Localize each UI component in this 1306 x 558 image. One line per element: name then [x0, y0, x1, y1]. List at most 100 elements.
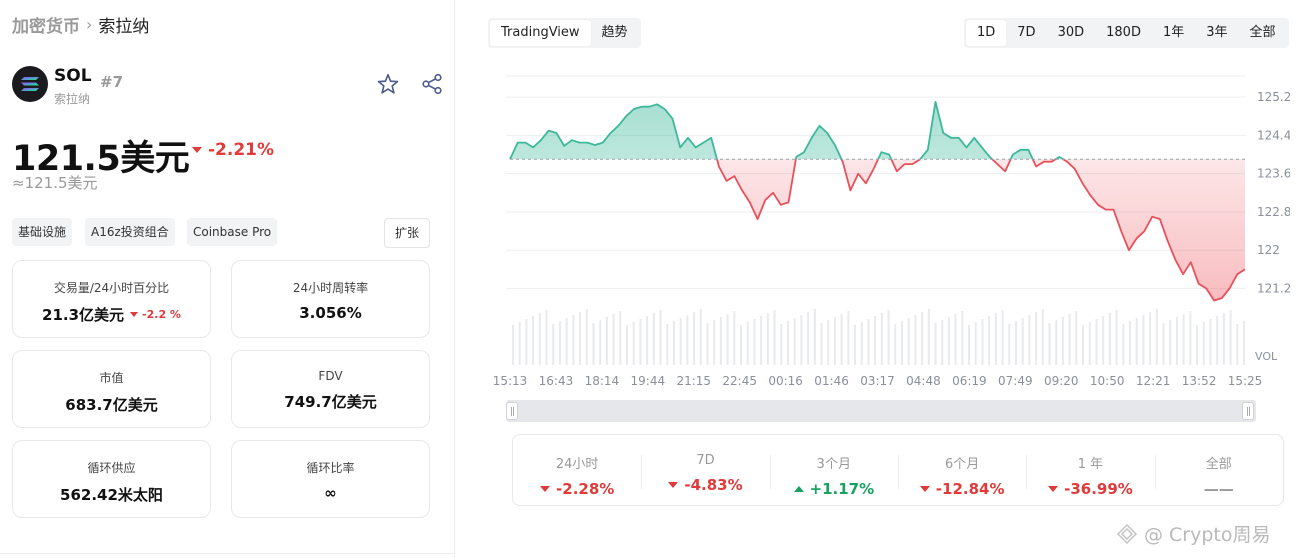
perf-label: 7D [696, 453, 715, 468]
range-tab-1y[interactable]: 1年 [1162, 25, 1185, 40]
price-chart[interactable]: 125.2 124.4 123.6 122.8 122 121.2 VOL 15:13 16:4… [490, 60, 1290, 400]
volume-bar [713, 320, 716, 365]
volume-bar [572, 315, 575, 365]
range-tab-all[interactable]: 全部 [1249, 25, 1276, 40]
volume-bar [1229, 310, 1232, 365]
x-tick-label: 10:50 [1090, 374, 1125, 388]
watermark-text: @ Crypto周易 [1144, 524, 1271, 546]
volume-bar [773, 310, 776, 365]
perf-all: 全部 —— [1154, 435, 1283, 505]
tag-infrastructure[interactable]: 基础设施 [12, 218, 73, 246]
volume-bar [1196, 325, 1199, 365]
y-tick-label: 123.6 [1257, 167, 1290, 181]
volume-bar [679, 318, 682, 365]
arrow-down-icon [130, 312, 139, 317]
stat-label: 循环比率 [306, 461, 355, 475]
range-tab-7d[interactable]: 7D [1017, 25, 1036, 40]
arrow-down-icon [1048, 486, 1059, 492]
volume-bar [565, 318, 568, 365]
volume-bar [840, 314, 843, 365]
x-tick-label: 03:17 [860, 374, 895, 388]
share-icon[interactable] [420, 72, 444, 96]
coin-info-panel: 加密货币 › 索拉纳 SOL 索拉纳 #7 [0, 0, 455, 558]
volume-bar [1055, 320, 1058, 365]
x-tick-label: 07:49 [998, 374, 1033, 388]
volume-bar [947, 317, 950, 365]
volume-bar [1202, 322, 1205, 365]
volume-bar [545, 310, 548, 365]
volume-bar [552, 324, 555, 365]
volume-bar [1128, 321, 1131, 365]
volume-bar [1243, 321, 1245, 365]
x-tick-label: 06:19 [952, 374, 987, 388]
volume-bar [1095, 319, 1098, 365]
stat-value: 749.7亿美元 [284, 393, 377, 411]
perf-value-text: -12.84% [935, 480, 1005, 498]
tab-trend[interactable]: 趋势 [601, 25, 628, 40]
volume-bar [693, 312, 696, 365]
tab-tradingview[interactable]: TradingView [490, 20, 591, 46]
price-chart-svg[interactable]: 125.2 124.4 123.6 122.8 122 121.2 VOL 15:13 16:4… [490, 60, 1290, 400]
volume-bar [706, 323, 709, 365]
volume-bar [1209, 319, 1212, 365]
x-tick-label: 15:13 [493, 374, 528, 388]
perf-value-text: -4.83% [684, 476, 743, 494]
volume-bar [639, 319, 642, 365]
scrollbar-left-handle[interactable] [506, 402, 518, 420]
volume-bar [1182, 314, 1185, 365]
stat-card-market-cap: 市值 683.7亿美元 [12, 350, 211, 428]
breadcrumb-parent-link[interactable]: 加密货币 [12, 17, 80, 37]
x-tick-label: 09:20 [1044, 374, 1079, 388]
volume-bar [746, 322, 749, 365]
volume-bar [954, 314, 957, 365]
x-tick-label: 01:46 [814, 374, 849, 388]
volume-bar [854, 325, 857, 365]
volume-bar [760, 316, 763, 365]
chart-range-scrollbar[interactable] [506, 400, 1256, 422]
volume-bar [605, 317, 608, 365]
volume-bar [1122, 324, 1125, 365]
volume-bar [988, 316, 991, 365]
volume-bar [887, 310, 890, 365]
coin-name: 索拉纳 [54, 92, 91, 106]
volume-bar [934, 323, 937, 365]
x-tick-label: 15:25 [1228, 374, 1263, 388]
volume-bar [914, 315, 917, 365]
x-tick-label: 21:15 [676, 374, 711, 388]
volume-bar [941, 320, 944, 365]
price-approx: ≈121.5美元 [12, 174, 98, 192]
perf-value: -2.28% [513, 480, 641, 498]
perf-value: -12.84% [898, 480, 1026, 498]
volume-bar [1061, 317, 1064, 365]
expand-button[interactable]: 扩张 [383, 218, 430, 248]
perf-label: 3个月 [816, 457, 851, 472]
tag-coinbase-pro[interactable]: Coinbase Pro [187, 218, 278, 246]
range-tab-30d[interactable]: 30D [1057, 25, 1085, 40]
range-tab-1d[interactable]: 1D [966, 20, 1007, 46]
volume-bar [619, 311, 622, 365]
tag-a16z[interactable]: A16z投资组合 [85, 218, 175, 246]
chevron-right-icon: › [86, 15, 93, 34]
stat-label: 市值 [99, 371, 124, 385]
arrow-up-icon [793, 486, 804, 492]
volume-bar [1155, 309, 1158, 365]
volume-bar [532, 316, 535, 365]
volume-bar [612, 314, 615, 365]
scrollbar-right-handle[interactable] [1242, 402, 1254, 420]
divider [0, 553, 455, 554]
range-tab-3y[interactable]: 3年 [1206, 25, 1228, 40]
volume-bar [686, 315, 689, 365]
watermark: @ Crypto周易 [1116, 520, 1271, 547]
perf-value: —— [1203, 480, 1234, 498]
perf-value: -36.99% [1026, 480, 1154, 498]
volume-bar [1041, 309, 1044, 365]
volume-bar [867, 319, 870, 365]
coin-rank: #7 [100, 73, 124, 91]
volume-bar [733, 311, 736, 365]
performance-summary: 24小时 -2.28% 7D -4.83% 3个月 +1.17% 6个月 -12… [512, 434, 1284, 506]
star-icon[interactable] [376, 72, 400, 96]
price-change: -2.21% [192, 140, 274, 160]
range-tab-180d[interactable]: 180D [1106, 25, 1141, 40]
volume-bar [833, 317, 836, 365]
